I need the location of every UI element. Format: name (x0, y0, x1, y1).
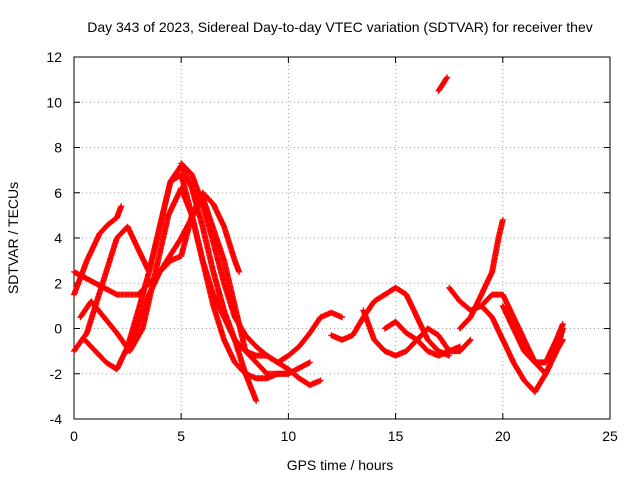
x-tick-label: 20 (495, 428, 511, 444)
series-sat-f (124, 189, 243, 355)
data-marks (71, 74, 566, 404)
grid (74, 57, 610, 419)
y-tick-label: -2 (50, 366, 63, 382)
x-tick-label: 0 (70, 428, 78, 444)
series-sat-j (381, 318, 463, 359)
x-tick-label: 10 (281, 428, 297, 444)
series-marks (478, 291, 566, 377)
y-tick-label: 4 (54, 230, 62, 246)
chart-title: Day 343 of 2023, Sidereal Day-to-day VTE… (87, 19, 593, 35)
x-tick-label: 5 (177, 428, 185, 444)
series-marks (328, 284, 453, 359)
x-tick-label: 25 (602, 428, 618, 444)
y-tick-label: -4 (50, 411, 63, 427)
series-marks (360, 307, 474, 359)
y-tick-label: 10 (46, 94, 62, 110)
series-marks (435, 74, 451, 94)
series-sat-o (499, 302, 566, 366)
series-sat-n (478, 291, 566, 377)
y-tick-label: 6 (54, 185, 62, 201)
y-tick-label: 8 (54, 140, 62, 156)
series-sat-h (328, 284, 453, 359)
series-marks (124, 189, 243, 355)
series-sat-g (178, 160, 345, 366)
series-sat-m (456, 216, 506, 332)
y-tick-label: 0 (54, 321, 62, 337)
axis-ticks: 0 5 10 15 20 25 -4 -2 0 2 4 6 8 10 12 (46, 49, 618, 444)
y-axis-label: SDTVAR / TECUs (5, 182, 21, 294)
series-marks (456, 216, 506, 332)
series-sat-d (81, 162, 260, 404)
series-marks (178, 160, 345, 366)
x-axis-label: GPS time / hours (287, 457, 394, 473)
series-marks (499, 302, 566, 366)
x-tick-label: 15 (388, 428, 404, 444)
series-marks (381, 318, 463, 359)
y-tick-label: 2 (54, 275, 62, 291)
series-sat-k (435, 74, 451, 94)
series-sat-i (360, 307, 474, 359)
series-marks (81, 162, 260, 404)
y-tick-label: 12 (46, 49, 62, 65)
